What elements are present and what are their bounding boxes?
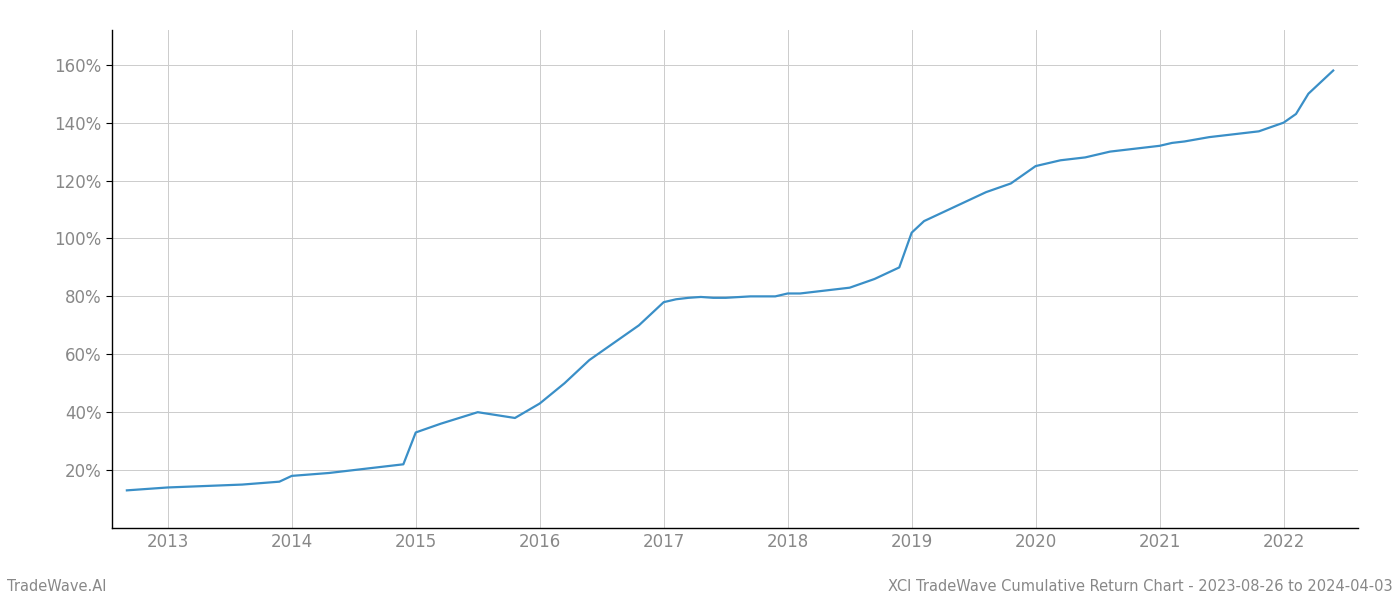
Text: TradeWave.AI: TradeWave.AI xyxy=(7,579,106,594)
Text: XCI TradeWave Cumulative Return Chart - 2023-08-26 to 2024-04-03: XCI TradeWave Cumulative Return Chart - … xyxy=(889,579,1393,594)
